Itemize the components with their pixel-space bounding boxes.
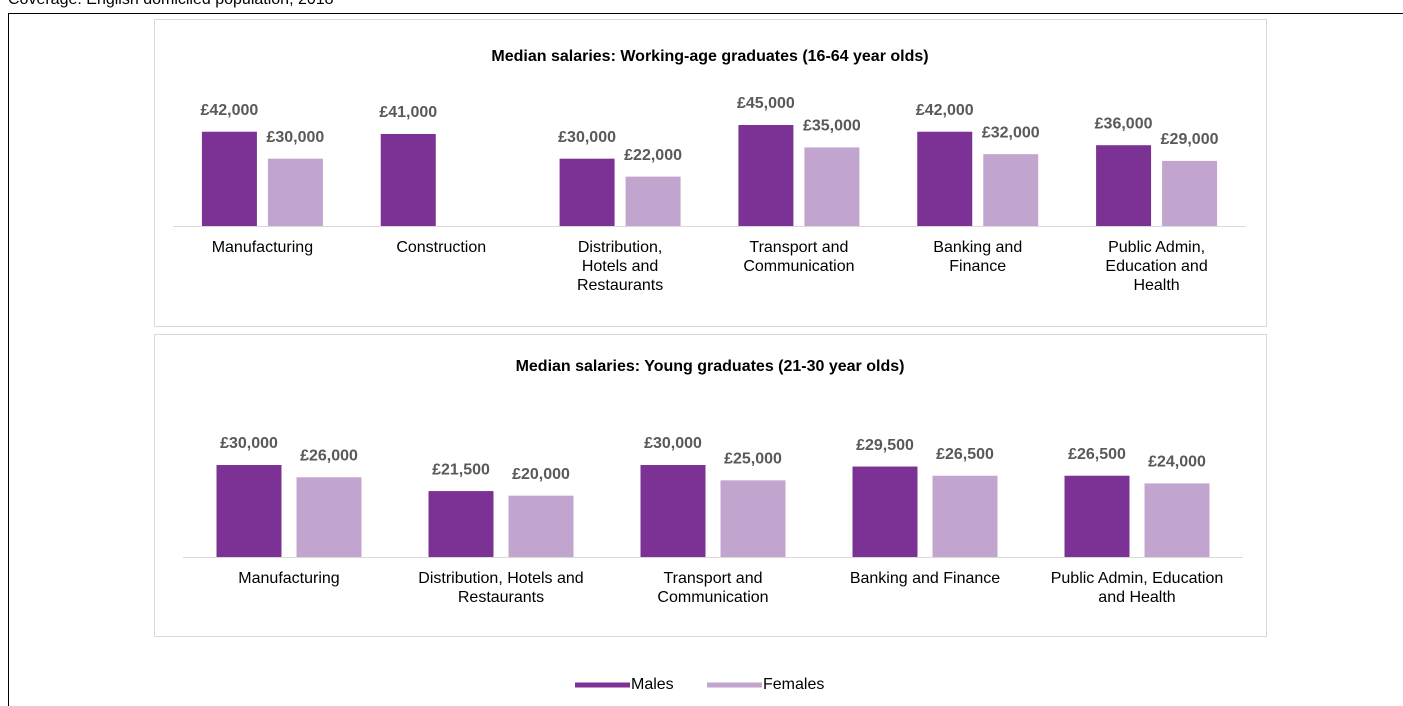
legend-label: Females <box>763 676 824 693</box>
bar <box>738 125 794 226</box>
x-tick-label: Distribution, Hotels and Restaurants <box>418 570 584 606</box>
data-label: £42,000 <box>200 102 258 119</box>
data-label: £30,000 <box>644 435 702 452</box>
x-tick-label: Transport and Communication <box>743 239 855 275</box>
bar <box>625 176 681 226</box>
bar <box>932 475 998 557</box>
data-label: £32,000 <box>982 124 1040 141</box>
x-tick-label: Transport and Communication <box>657 570 769 606</box>
x-tick-label: Construction <box>396 239 487 256</box>
data-label: £42,000 <box>916 102 974 119</box>
bar <box>1144 483 1210 557</box>
data-label: £36,000 <box>1095 115 1153 132</box>
data-label: £26,500 <box>936 446 994 463</box>
chart-title: Median salaries: Working-age graduates (… <box>491 48 928 65</box>
x-tick-label: Manufacturing <box>238 570 340 587</box>
bar <box>380 133 436 226</box>
bar <box>216 465 282 557</box>
chart-title: Median salaries: Young graduates (21-30 … <box>516 358 905 375</box>
x-tick-label: Banking and Finance <box>849 570 1001 587</box>
panel <box>154 19 1267 327</box>
data-label: £25,000 <box>724 451 782 468</box>
x-tick-label: Banking and Finance <box>933 239 1023 275</box>
data-label: £26,500 <box>1068 446 1126 463</box>
data-label: £29,500 <box>856 437 914 454</box>
data-label: £26,000 <box>300 447 358 464</box>
data-label: £30,000 <box>266 129 324 146</box>
data-label: £24,000 <box>1148 454 1206 471</box>
data-label: £30,000 <box>220 435 278 452</box>
data-label: £35,000 <box>803 118 861 135</box>
data-label: £21,500 <box>432 461 490 478</box>
bar <box>1162 160 1218 226</box>
bar <box>1064 475 1130 557</box>
bar <box>508 495 574 557</box>
coverage-note: Coverage: English domiciled population, … <box>8 0 334 9</box>
x-tick-label: Public Admin, Education and Health <box>1050 570 1224 606</box>
bar <box>852 466 918 557</box>
bar <box>428 491 494 557</box>
x-tick-label: Manufacturing <box>211 239 314 256</box>
bar <box>720 480 786 557</box>
bar <box>640 465 706 557</box>
x-tick-label: Distribution, Hotels and Restaurants <box>576 239 664 294</box>
x-tick-label: Public Admin, Education and Health <box>1105 239 1208 294</box>
data-label: £41,000 <box>379 104 437 121</box>
bar <box>1096 145 1152 226</box>
data-label: £20,000 <box>512 466 570 483</box>
bar <box>296 477 362 557</box>
bar <box>559 158 615 226</box>
bar <box>804 147 860 226</box>
bar <box>983 154 1039 226</box>
data-label: £22,000 <box>624 147 682 164</box>
data-label: £45,000 <box>737 95 795 112</box>
bar <box>917 131 973 226</box>
legend-label: Males <box>631 676 674 693</box>
bar <box>267 158 323 226</box>
bar <box>201 131 257 226</box>
data-label: £29,000 <box>1161 131 1219 148</box>
data-label: £30,000 <box>558 129 616 146</box>
